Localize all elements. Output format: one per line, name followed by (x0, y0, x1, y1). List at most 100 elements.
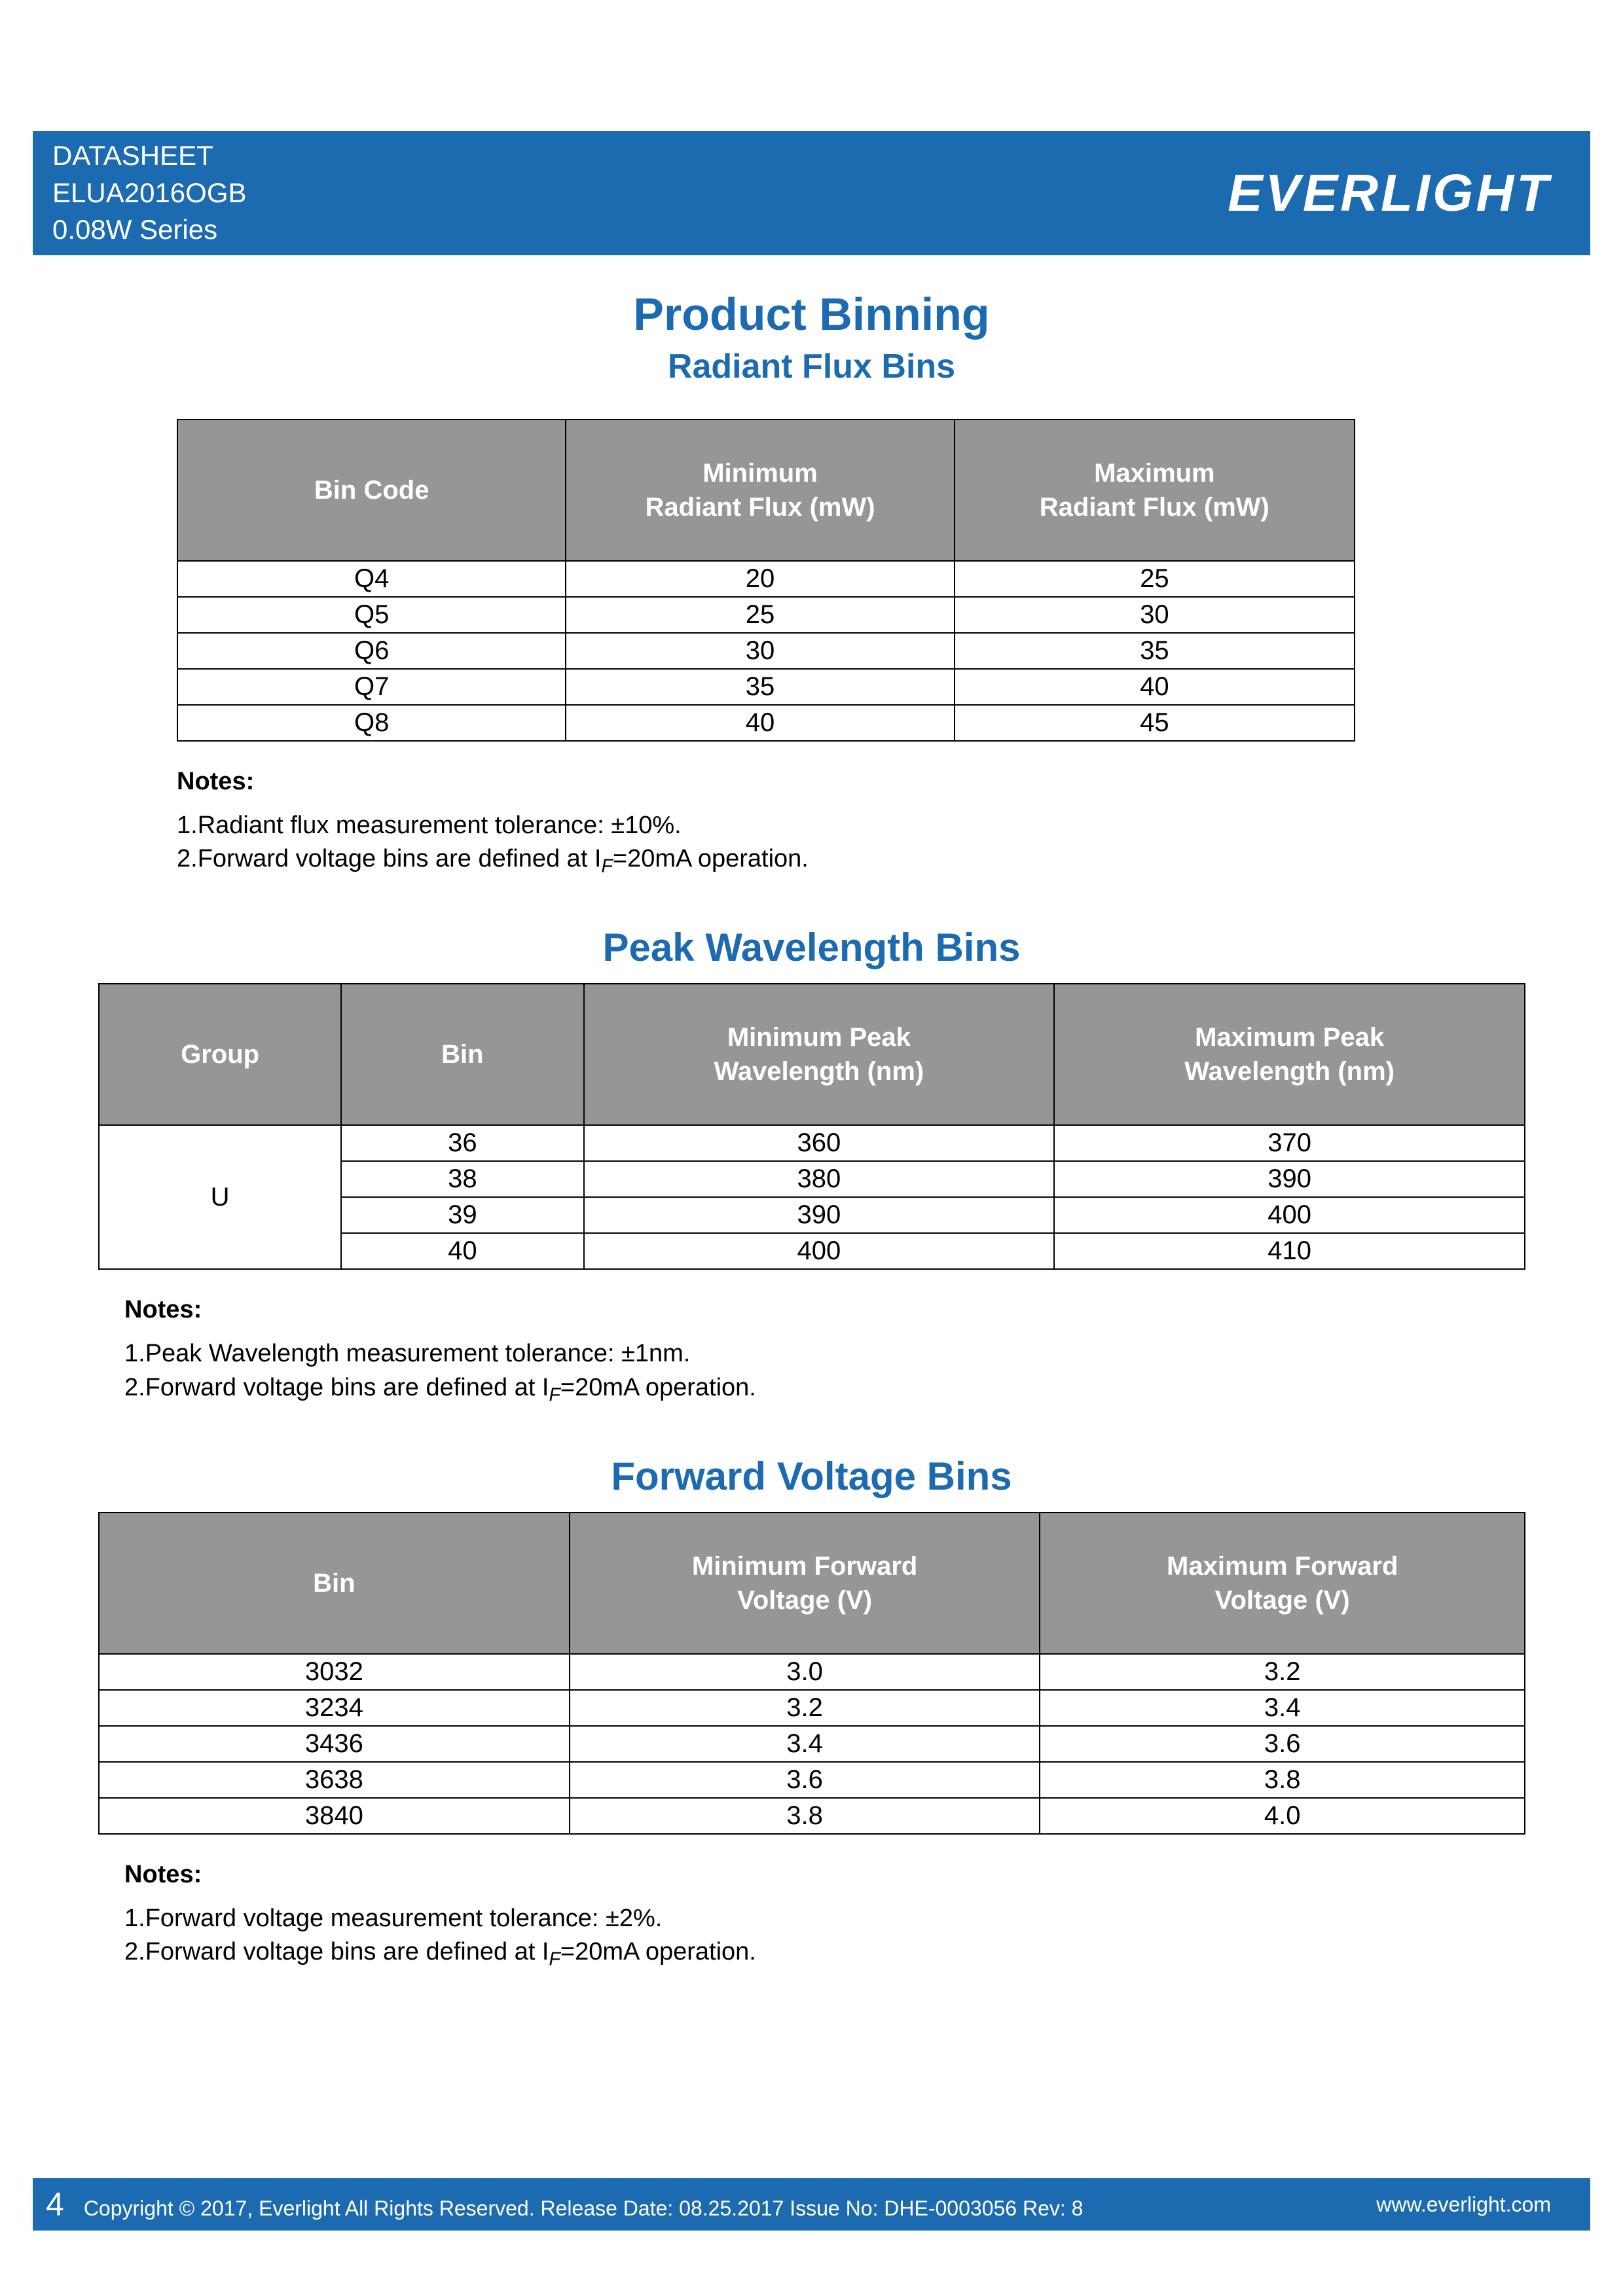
notes-heading: Notes: (177, 768, 1590, 796)
table-cell: 380 (584, 1161, 1055, 1197)
table-row: U36360370 (99, 1125, 1525, 1161)
table-cell: 400 (584, 1233, 1055, 1269)
table-cell: 40 (566, 705, 954, 741)
footer-url: www.everlight.com (1376, 2193, 1551, 2217)
table-cell: 3234 (99, 1690, 570, 1726)
table-cell: 3.2 (1040, 1654, 1525, 1690)
table-cell: 390 (584, 1197, 1055, 1233)
table-cell: 45 (955, 705, 1355, 741)
section3-title: Forward Voltage Bins (33, 1454, 1590, 1499)
table-cell: 36 (341, 1125, 583, 1161)
col-min-fv: Minimum ForwardVoltage (V) (570, 1513, 1040, 1654)
table-cell: 3638 (99, 1762, 570, 1798)
header-line-series: 0.08W Series (52, 211, 247, 249)
col-max-fv: Maximum ForwardVoltage (V) (1040, 1513, 1525, 1654)
table-cell: Q5 (177, 597, 566, 633)
section3-notes: Notes: 1.Forward voltage measurement tol… (124, 1861, 1590, 1972)
table-row: Q52530 (177, 597, 1355, 633)
copyright-text: Copyright © 2017, Everlight All Rights R… (84, 2197, 1084, 2221)
table-cell: 25 (566, 597, 954, 633)
peak-wavelength-table: Group Bin Minimum PeakWavelength (nm) Ma… (98, 983, 1525, 1270)
table-row: 34363.43.6 (99, 1726, 1525, 1762)
header-line-datasheet: DATASHEET (52, 137, 247, 175)
note-line: 1.Forward voltage measurement tolerance:… (124, 1902, 1590, 1935)
brand-logo: EVERLIGHT (1228, 163, 1551, 223)
table-cell: 3.6 (570, 1762, 1040, 1798)
table-body: Q42025Q52530Q63035Q73540Q84045 (177, 561, 1355, 741)
note-line: 1.Peak Wavelength measurement tolerance:… (124, 1337, 1590, 1371)
datasheet-page: DATASHEET ELUA2016OGB 0.08W Series EVERL… (0, 0, 1623, 2296)
table-cell: 35 (955, 633, 1355, 669)
table-cell: 3.8 (570, 1798, 1040, 1834)
table-cell: 3.6 (1040, 1726, 1525, 1762)
col-min-flux: MinimumRadiant Flux (mW) (566, 420, 954, 561)
note-line: 2.Forward voltage bins are defined at IF… (124, 1935, 1590, 1972)
table-row: Q63035 (177, 633, 1355, 669)
group-cell: U (99, 1125, 341, 1269)
col-bin: Bin (341, 984, 583, 1125)
page-title: Product Binning (33, 288, 1590, 340)
table-cell: 39 (341, 1197, 583, 1233)
section2-title: Peak Wavelength Bins (33, 925, 1590, 970)
table-header-row: Bin Code MinimumRadiant Flux (mW) Maximu… (177, 420, 1355, 561)
table-cell: 4.0 (1040, 1798, 1525, 1834)
col-bin: Bin (99, 1513, 570, 1654)
table-cell: 20 (566, 561, 954, 597)
table-cell: 370 (1054, 1125, 1525, 1161)
table-cell: 3032 (99, 1654, 570, 1690)
page-number: 4 (46, 2185, 64, 2223)
table-cell: 25 (955, 561, 1355, 597)
table-cell: 35 (566, 669, 954, 705)
note-line: 1.Radiant flux measurement tolerance: ±1… (177, 809, 1590, 842)
table-cell: 3436 (99, 1726, 570, 1762)
col-group: Group (99, 984, 341, 1125)
header-bar: DATASHEET ELUA2016OGB 0.08W Series EVERL… (33, 131, 1590, 255)
table-header-row: Group Bin Minimum PeakWavelength (nm) Ma… (99, 984, 1525, 1125)
table-row: 32343.23.4 (99, 1690, 1525, 1726)
table-row: 36383.63.8 (99, 1762, 1525, 1798)
table-cell: 360 (584, 1125, 1055, 1161)
table-cell: 400 (1054, 1197, 1525, 1233)
col-bin-code: Bin Code (177, 420, 566, 561)
table-cell: 3.0 (570, 1654, 1040, 1690)
content-area: Product Binning Radiant Flux Bins Bin Co… (33, 281, 1590, 1972)
notes-heading: Notes: (124, 1861, 1590, 1889)
footer-bar: 4 Copyright © 2017, Everlight All Rights… (33, 2178, 1590, 2231)
table-cell: 40 (341, 1233, 583, 1269)
table-cell: 40 (955, 669, 1355, 705)
table-cell: 38 (341, 1161, 583, 1197)
table-row: Q73540 (177, 669, 1355, 705)
table-cell: 3.4 (1040, 1690, 1525, 1726)
table-body: U36360370383803903939040040400410 (99, 1125, 1525, 1269)
table-cell: 3.4 (570, 1726, 1040, 1762)
table-row: 38403.84.0 (99, 1798, 1525, 1834)
col-min-peak: Minimum PeakWavelength (nm) (584, 984, 1055, 1125)
radiant-flux-table: Bin Code MinimumRadiant Flux (mW) Maximu… (177, 419, 1355, 742)
table-cell: Q8 (177, 705, 566, 741)
col-max-flux: MaximumRadiant Flux (mW) (955, 420, 1355, 561)
header-line-partnumber: ELUA2016OGB (52, 175, 247, 212)
table-body: 30323.03.232343.23.434363.43.636383.63.8… (99, 1654, 1525, 1834)
table-cell: 3.8 (1040, 1762, 1525, 1798)
table-cell: 410 (1054, 1233, 1525, 1269)
note-line: 2.Forward voltage bins are defined at IF… (124, 1371, 1590, 1408)
table-cell: Q4 (177, 561, 566, 597)
table-cell: 3.2 (570, 1690, 1040, 1726)
header-meta: DATASHEET ELUA2016OGB 0.08W Series (52, 137, 247, 249)
table-cell: 390 (1054, 1161, 1525, 1197)
footer-left: 4 Copyright © 2017, Everlight All Rights… (46, 2185, 1083, 2223)
table-cell: Q7 (177, 669, 566, 705)
table-cell: 30 (955, 597, 1355, 633)
col-max-peak: Maximum PeakWavelength (nm) (1054, 984, 1525, 1125)
table-cell: 3840 (99, 1798, 570, 1834)
forward-voltage-table: Bin Minimum ForwardVoltage (V) Maximum F… (98, 1512, 1525, 1835)
table-header-row: Bin Minimum ForwardVoltage (V) Maximum F… (99, 1513, 1525, 1654)
table-cell: 30 (566, 633, 954, 669)
note-line: 2.Forward voltage bins are defined at IF… (177, 842, 1590, 879)
section2-notes: Notes: 1.Peak Wavelength measurement tol… (124, 1296, 1590, 1407)
table-row: Q84045 (177, 705, 1355, 741)
table-row: 30323.03.2 (99, 1654, 1525, 1690)
section1-title: Radiant Flux Bins (33, 347, 1590, 386)
section1-notes: Notes: 1.Radiant flux measurement tolera… (177, 768, 1590, 879)
table-cell: Q6 (177, 633, 566, 669)
